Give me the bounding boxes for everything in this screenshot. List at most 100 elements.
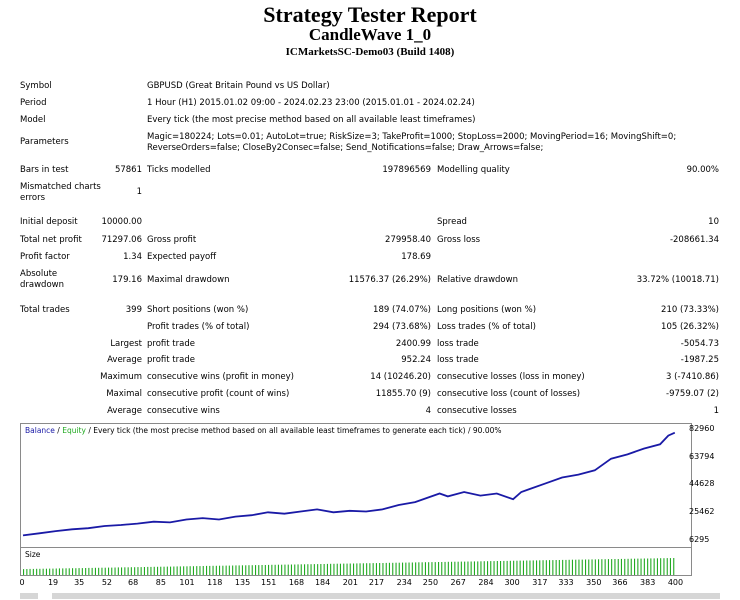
- size-bar: [114, 567, 116, 575]
- size-bar: [137, 567, 139, 575]
- size-bar: [630, 558, 632, 575]
- ptrades-label: Profit trades (% of total): [147, 322, 250, 332]
- size-bar: [49, 568, 51, 575]
- size-bar: [62, 568, 64, 575]
- size-bar: [656, 558, 658, 575]
- caption-equity: Equity: [62, 426, 86, 435]
- size-bar: [372, 563, 374, 575]
- size-bar: [212, 565, 214, 575]
- grossloss-value: -208661.34: [669, 235, 719, 245]
- pf-value: 1.34: [123, 252, 142, 262]
- size-bar: [26, 569, 28, 575]
- size-bar: [522, 560, 524, 575]
- size-bar: [516, 560, 518, 575]
- max-consec-loss-value: -9759.07 (2): [666, 389, 719, 399]
- maximal-label: Maximal: [106, 389, 142, 399]
- size-chart: Size: [20, 547, 692, 576]
- ltrades-label: Loss trades (% of total): [437, 322, 536, 332]
- size-bar: [170, 566, 172, 575]
- size-bar: [617, 559, 619, 575]
- size-bar: [186, 566, 188, 575]
- size-bar: [647, 558, 649, 575]
- maxdd-label: Maximal drawdown: [147, 275, 230, 285]
- long-value: 210 (73.33%): [661, 305, 719, 315]
- size-bar: [424, 562, 426, 575]
- size-bar: [418, 562, 420, 575]
- x-tick-label: 68: [127, 578, 139, 587]
- average-loss-value: -1987.25: [680, 355, 719, 365]
- size-chart-plot: [23, 558, 675, 575]
- short-value: 189 (74.07%): [373, 305, 431, 315]
- size-bar: [451, 561, 453, 575]
- horizontal-scrollbar[interactable]: [20, 593, 720, 599]
- size-bar: [163, 566, 165, 575]
- size-bar: [117, 567, 119, 575]
- size-bar: [669, 558, 671, 575]
- largest-profit-label: profit trade: [147, 339, 195, 349]
- size-bar: [634, 558, 636, 575]
- x-tick-label: 267: [450, 578, 466, 587]
- size-bar: [258, 565, 260, 575]
- size-bar: [294, 564, 296, 575]
- symbol-label: Symbol: [20, 81, 52, 91]
- x-tick-label: 151: [261, 578, 277, 587]
- size-bar: [219, 565, 221, 575]
- x-tick-label: 250: [422, 578, 439, 587]
- average-profit-label: profit trade: [147, 355, 195, 365]
- scrollbar-thumb[interactable]: [52, 593, 720, 599]
- size-bar: [108, 567, 110, 575]
- size-bar: [513, 560, 515, 575]
- mismatch-label-1: Mismatched charts: [20, 182, 101, 192]
- size-bar: [330, 563, 332, 575]
- size-bar: [287, 564, 289, 575]
- size-bar: [549, 560, 551, 575]
- size-bar: [111, 567, 113, 575]
- size-bar: [173, 566, 175, 575]
- y-tick-label: 63794: [689, 451, 715, 461]
- y-tick-label: 25462: [689, 507, 715, 517]
- size-bar: [130, 567, 132, 575]
- size-bar: [506, 560, 508, 575]
- size-bar: [297, 564, 299, 575]
- x-tick-label: 52: [101, 578, 113, 587]
- size-bar: [317, 564, 319, 575]
- ptrades-value: 294 (73.68%): [373, 322, 431, 332]
- size-bar: [143, 567, 145, 575]
- avg-consec-wins-value: 4: [425, 406, 431, 416]
- mismatch-value: 1: [136, 187, 142, 197]
- size-bar: [402, 562, 404, 575]
- size-bar: [673, 558, 675, 575]
- size-bar: [65, 568, 67, 575]
- max-consec-loss-label: consecutive loss (count of losses): [437, 389, 581, 399]
- largest-loss-label: loss trade: [437, 339, 479, 349]
- size-bar: [206, 565, 208, 575]
- trades-label: Total trades: [20, 305, 70, 315]
- average-label: Average: [107, 355, 142, 365]
- size-bar: [385, 562, 387, 575]
- size-bar: [140, 567, 142, 575]
- size-bar: [196, 566, 198, 575]
- size-bar: [366, 563, 368, 575]
- x-tick-label: 201: [342, 578, 358, 587]
- size-bar: [264, 565, 266, 575]
- quality-label: Modelling quality: [437, 165, 510, 175]
- size-bar: [150, 566, 152, 575]
- size-bar: [81, 568, 83, 575]
- size-bar: [166, 566, 168, 575]
- grossprofit-label: Gross profit: [147, 235, 197, 245]
- caption-description: / Every tick (the most precise method ba…: [85, 426, 502, 435]
- size-bar: [271, 564, 273, 575]
- y-tick-label: 44628: [689, 479, 715, 489]
- x-tick-label: 284: [478, 578, 494, 587]
- model-label: Model: [20, 115, 46, 125]
- payoff-label: Expected payoff: [147, 252, 217, 262]
- size-bar: [509, 560, 511, 575]
- size-bar: [202, 566, 204, 575]
- size-bar: [542, 560, 544, 575]
- size-bar: [160, 566, 162, 575]
- max-consec-losses-value: 3 (-7410.86): [666, 372, 719, 382]
- size-bar: [519, 560, 521, 575]
- largest-label: Largest: [110, 339, 142, 349]
- size-bar: [251, 565, 253, 575]
- period-label: Period: [20, 98, 47, 108]
